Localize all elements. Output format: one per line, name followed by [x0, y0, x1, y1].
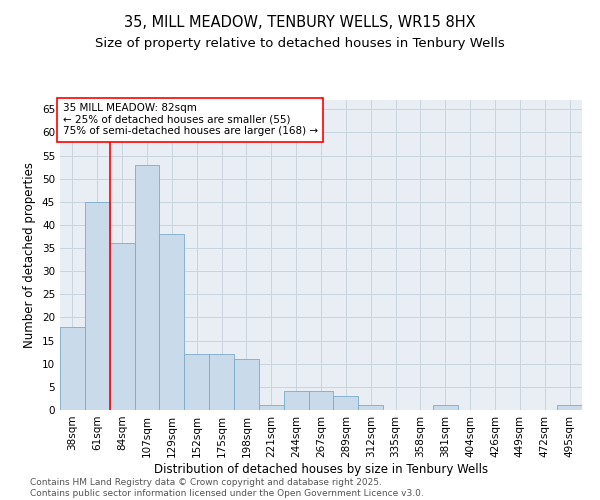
Text: Size of property relative to detached houses in Tenbury Wells: Size of property relative to detached ho… — [95, 38, 505, 51]
Text: Contains HM Land Registry data © Crown copyright and database right 2025.
Contai: Contains HM Land Registry data © Crown c… — [30, 478, 424, 498]
Bar — [284, 392, 308, 410]
Text: 35 MILL MEADOW: 82sqm
← 25% of detached houses are smaller (55)
75% of semi-deta: 35 MILL MEADOW: 82sqm ← 25% of detached … — [62, 103, 318, 136]
Bar — [234, 359, 259, 410]
Bar — [110, 244, 134, 410]
Bar — [308, 392, 334, 410]
Bar — [433, 406, 458, 410]
Bar — [358, 406, 383, 410]
Bar — [184, 354, 209, 410]
Bar — [134, 165, 160, 410]
Bar — [334, 396, 358, 410]
Bar — [60, 326, 85, 410]
Y-axis label: Number of detached properties: Number of detached properties — [23, 162, 37, 348]
X-axis label: Distribution of detached houses by size in Tenbury Wells: Distribution of detached houses by size … — [154, 462, 488, 475]
Bar — [85, 202, 110, 410]
Bar — [160, 234, 184, 410]
Bar — [209, 354, 234, 410]
Bar — [557, 406, 582, 410]
Text: 35, MILL MEADOW, TENBURY WELLS, WR15 8HX: 35, MILL MEADOW, TENBURY WELLS, WR15 8HX — [124, 15, 476, 30]
Bar — [259, 406, 284, 410]
